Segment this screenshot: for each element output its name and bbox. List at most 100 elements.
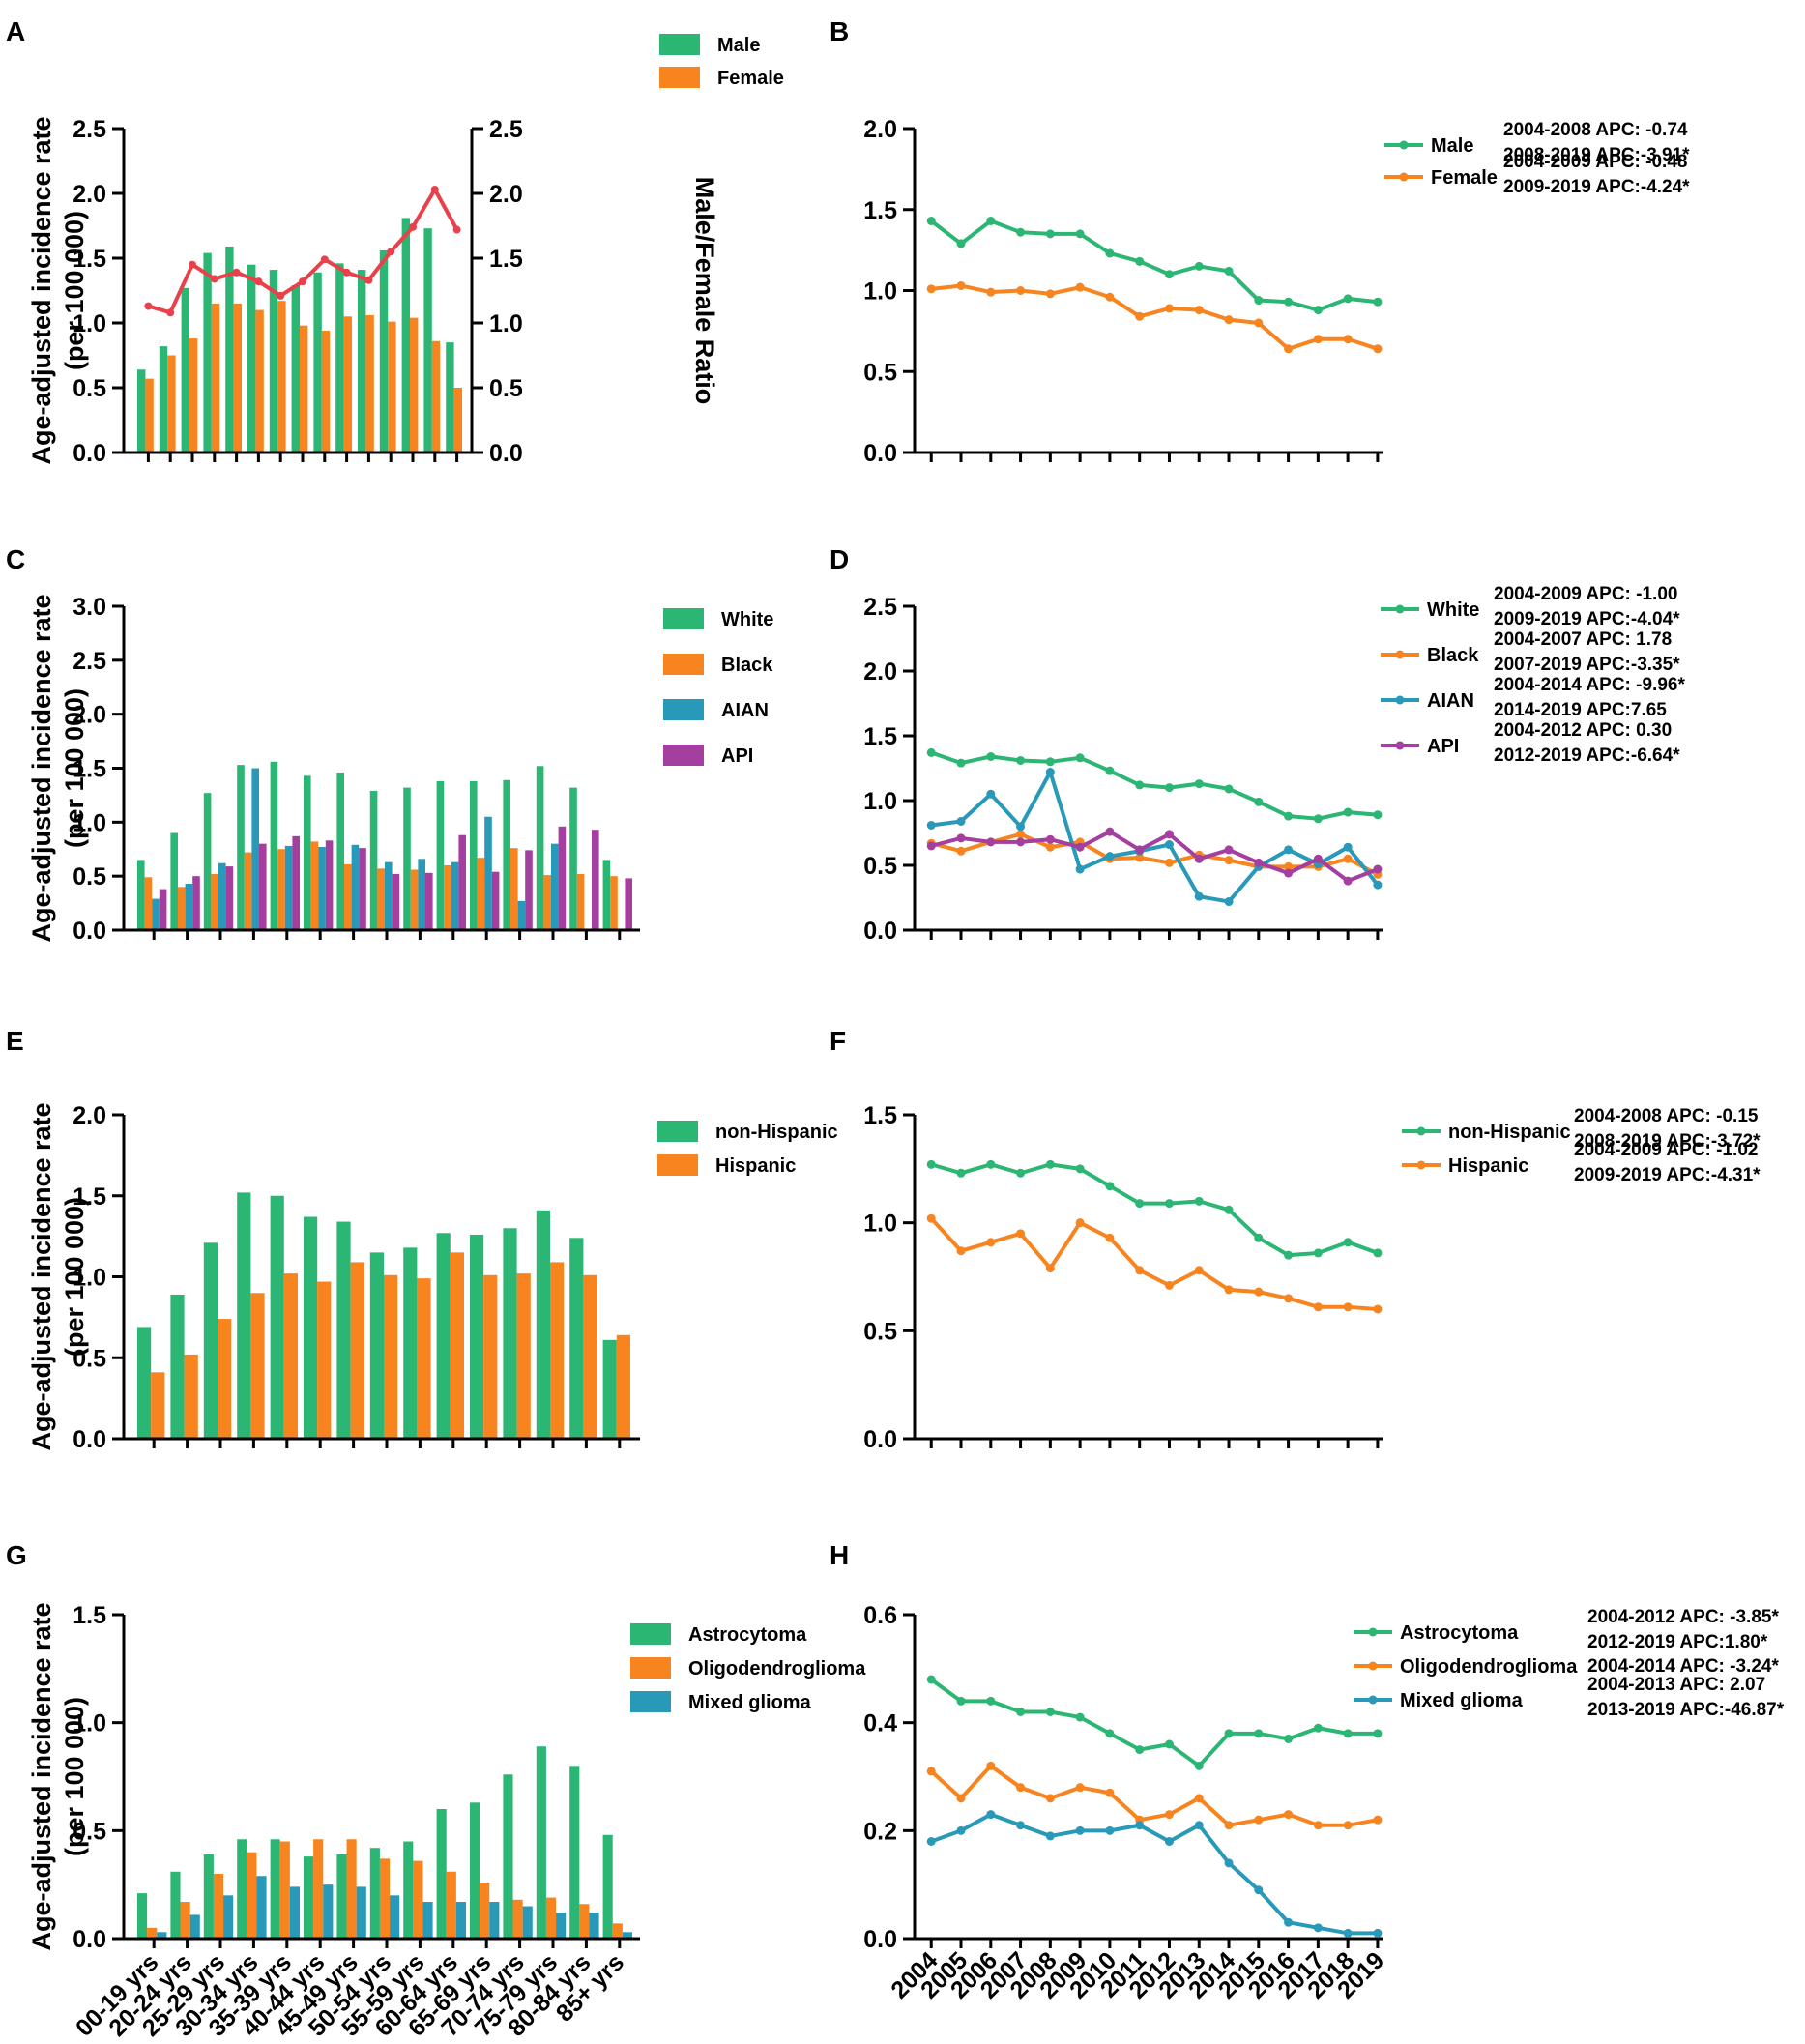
bar-astrocytoma: [436, 1809, 447, 1939]
bar-oligodendroglioma: [512, 1899, 523, 1939]
point-astrocytoma: [1075, 1712, 1085, 1722]
point-female: [1164, 304, 1174, 313]
point-mixed-glioma: [986, 1810, 996, 1820]
y-tick-label: 1.0: [73, 310, 106, 337]
point-black: [1045, 842, 1055, 852]
ratio-point: [409, 222, 417, 231]
ratio-point: [144, 302, 153, 310]
point-non-hispanic: [1343, 1238, 1353, 1247]
point-oligodendroglioma: [1224, 1821, 1234, 1830]
y-tick-label: 0.5: [73, 863, 106, 891]
apc-annotation: 2004-2008 APC: -0.15: [1574, 1106, 1759, 1126]
bar-api: [392, 873, 400, 930]
y-tick-label: 0.0: [863, 1426, 897, 1453]
bar-black: [144, 877, 153, 930]
point-astrocytoma: [1313, 1723, 1323, 1733]
ratio-point: [387, 248, 395, 256]
point-female: [1254, 318, 1264, 328]
legend-swatch: [663, 654, 704, 675]
point-male: [1224, 266, 1234, 276]
legend-marker: [1368, 1661, 1378, 1671]
y-tick-label: 1.5: [73, 756, 106, 783]
point-oligodendroglioma: [986, 1761, 996, 1770]
apc-annotation: 2012-2019 APC:1.80*: [1587, 1632, 1768, 1652]
bar-api: [259, 843, 267, 930]
point-hispanic: [926, 1213, 936, 1223]
legend-swatch: [659, 67, 700, 88]
point-male: [926, 216, 936, 225]
ratio-point: [189, 260, 196, 269]
bar-female: [343, 316, 352, 453]
bar-astrocytoma: [203, 1854, 214, 1939]
point-male: [1045, 229, 1055, 239]
point-aian: [1194, 891, 1204, 901]
point-mixed-glioma: [956, 1825, 966, 1835]
bar-hispanic: [317, 1281, 332, 1439]
y-axis-title: Age-adjusted incidence rate (per 100 000): [27, 116, 89, 464]
legend-label: Black: [1427, 645, 1479, 666]
point-mixed-glioma: [926, 1837, 936, 1846]
chart-panel-h: H 0.0 0.2 0.4 0.6 Astrocytoma 2004-2012 APC: -…: [830, 1540, 1785, 2004]
point-hispanic: [1105, 1233, 1115, 1242]
bar-female: [255, 309, 264, 453]
legend-label: API: [1427, 736, 1459, 757]
point-female: [1373, 344, 1383, 354]
bar-non-hispanic: [369, 1252, 384, 1439]
point-hispanic: [1016, 1229, 1026, 1239]
ratio-point: [299, 277, 306, 286]
bar-non-hispanic: [336, 1221, 351, 1439]
point-white: [1075, 753, 1085, 763]
bar-astrocytoma: [569, 1766, 580, 1939]
bar-black: [576, 873, 585, 930]
bar-female: [211, 303, 220, 453]
point-non-hispanic: [986, 1159, 996, 1169]
point-female: [1135, 311, 1145, 321]
point-male: [1164, 270, 1174, 279]
apc-annotation: 2004-2009 APC: -1.00: [1494, 584, 1677, 604]
panel-label: F: [830, 1026, 846, 1056]
bar-oligodendroglioma: [247, 1852, 257, 1939]
bar-female: [321, 331, 331, 453]
bar-mixed-glioma: [157, 1932, 167, 1939]
line-mixed-glioma: [930, 1812, 1378, 1936]
point-aian: [1224, 897, 1234, 907]
apc-annotation: 2004-2012 APC: 0.30: [1494, 720, 1672, 741]
bar-male: [225, 246, 234, 453]
point-api: [1194, 854, 1204, 863]
point-male: [1075, 229, 1085, 239]
bar-non-hispanic: [436, 1233, 451, 1439]
legend-label: AIAN: [1427, 690, 1474, 712]
point-white: [956, 758, 966, 768]
point-mixed-glioma: [1135, 1821, 1145, 1830]
y-tick-label: 2.5: [73, 648, 106, 675]
point-mixed-glioma: [1105, 1825, 1115, 1835]
point-black: [1135, 853, 1145, 862]
legend-marker: [1368, 1695, 1378, 1705]
bar-astrocytoma: [536, 1746, 546, 1939]
point-astrocytoma: [1373, 1729, 1383, 1738]
point-mixed-glioma: [1313, 1923, 1323, 1933]
point-api: [1075, 842, 1085, 852]
y-axis-title: Age-adjusted incidence rate (per 100 000): [27, 1102, 89, 1450]
y-tick-label: 0.5: [863, 1318, 897, 1345]
bar-black: [344, 863, 352, 930]
point-astrocytoma: [956, 1696, 966, 1706]
bar-hispanic: [417, 1278, 431, 1439]
point-non-hispanic: [1284, 1250, 1294, 1260]
bar-aian: [418, 859, 425, 930]
bar-api: [359, 848, 366, 930]
point-aian: [1164, 840, 1174, 850]
bar-api: [491, 871, 500, 930]
legend-marker: [1399, 172, 1409, 182]
y-axis-title-line: (per 100 000): [60, 211, 89, 370]
bar-api: [425, 872, 433, 930]
bar-male: [137, 369, 146, 453]
panel-label: E: [6, 1026, 24, 1056]
point-api: [1224, 845, 1234, 855]
point-api: [1254, 858, 1264, 867]
point-aian: [1016, 822, 1026, 832]
bar-astrocytoma: [237, 1839, 247, 1939]
bar-black: [410, 869, 419, 930]
y-tick-label: 0.5: [73, 1818, 106, 1845]
